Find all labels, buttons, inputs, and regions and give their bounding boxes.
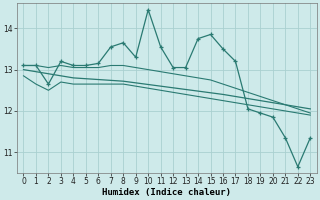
X-axis label: Humidex (Indice chaleur): Humidex (Indice chaleur) (102, 188, 231, 197)
